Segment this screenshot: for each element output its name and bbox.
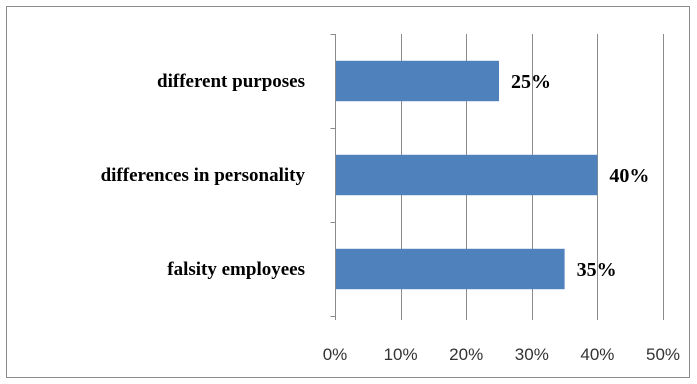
- bar-2: [336, 154, 598, 196]
- category-label: different purposes: [157, 71, 305, 92]
- x-tick-label: 30%: [515, 345, 549, 364]
- x-tick-label: 50%: [646, 345, 680, 364]
- data-label: 35%: [577, 259, 617, 281]
- labels: different purposes 25% differences in pers…: [101, 71, 680, 364]
- category-label: differences in personality: [101, 165, 306, 186]
- data-label: 40%: [609, 165, 649, 187]
- data-label: 25%: [511, 71, 551, 93]
- bar-1: [336, 60, 499, 102]
- axes: [330, 34, 664, 320]
- x-tick-label: 20%: [449, 345, 483, 364]
- bar-3: [336, 248, 565, 290]
- bars: [336, 60, 598, 290]
- x-tick-label: 40%: [580, 345, 614, 364]
- category-label: falsity employees: [167, 259, 305, 280]
- x-tick-label: 0%: [323, 345, 348, 364]
- x-tick-label: 10%: [384, 345, 418, 364]
